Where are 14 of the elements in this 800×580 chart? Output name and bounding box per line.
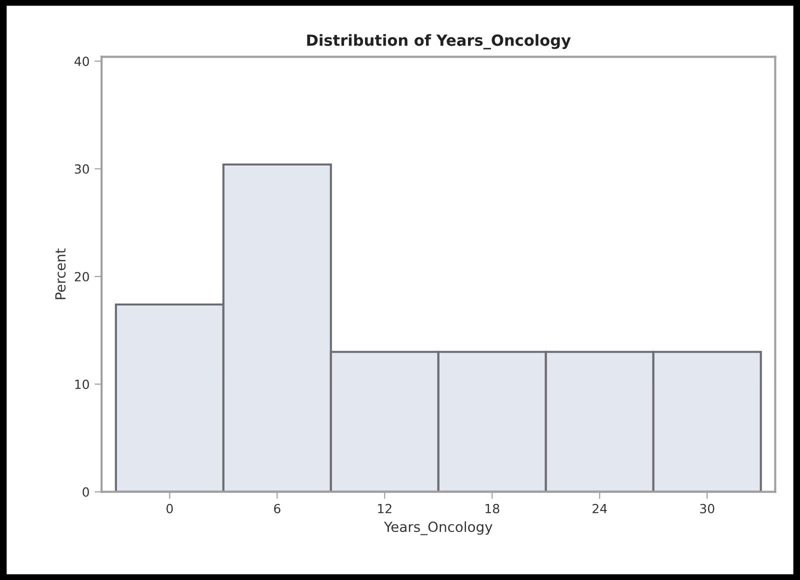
x-tick-label: 30 <box>700 504 714 514</box>
x-tick-label: 0 <box>166 504 173 514</box>
x-tick-label: 18 <box>486 504 500 514</box>
y-axis-title: Percent <box>55 248 66 300</box>
x-tick-label: 24 <box>592 504 607 514</box>
y-tick-label: 20 <box>74 272 89 282</box>
chart-title: Distribution of Years_Oncology <box>307 34 571 50</box>
y-tick-label: 30 <box>74 164 89 174</box>
y-tick-label: 10 <box>75 380 89 390</box>
y-tick-label: 0 <box>82 487 89 497</box>
x-axis-title: Years_Oncology <box>384 521 492 536</box>
x-tick-label: 12 <box>378 504 392 514</box>
y-tick-label: 40 <box>74 56 89 66</box>
x-tick-label: 6 <box>274 504 280 514</box>
